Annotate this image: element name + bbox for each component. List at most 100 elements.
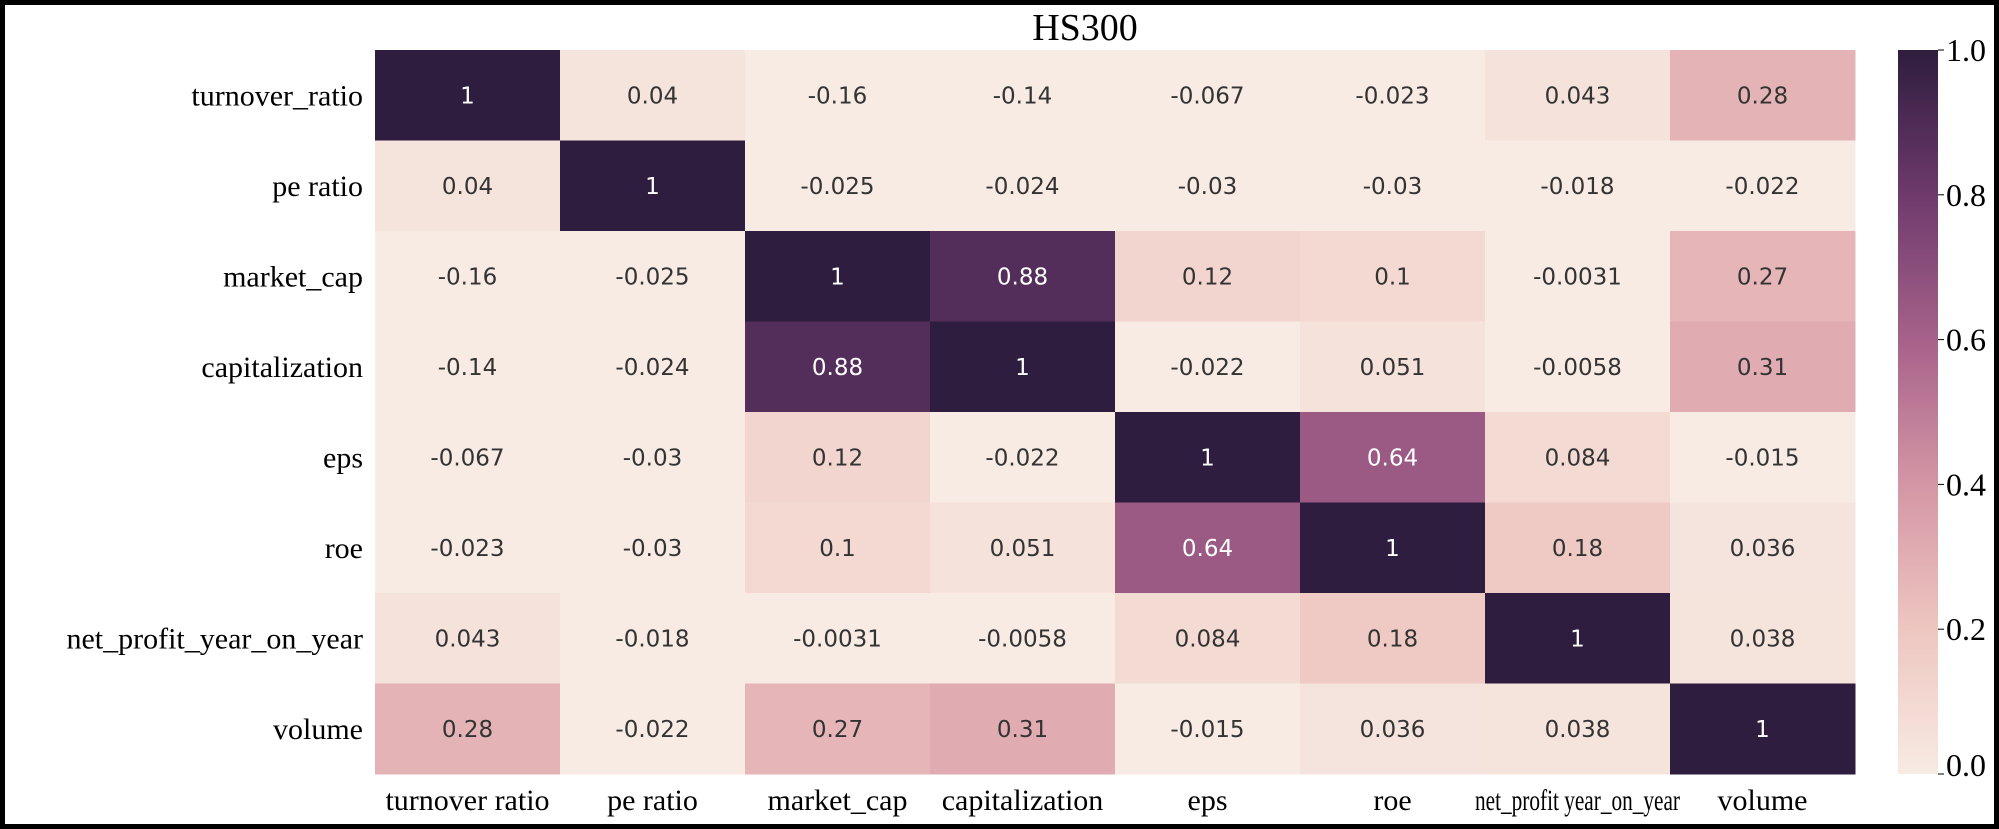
heatmap-cell [1300, 502, 1486, 594]
cell-value-label: 0.036 [1730, 536, 1796, 562]
column-label: volume [1718, 784, 1808, 817]
heatmap-cell [560, 683, 746, 775]
heatmap-cell [375, 231, 561, 322]
heatmap-cell [1300, 593, 1486, 684]
heatmap-cell [1300, 412, 1486, 503]
heatmap-cell [930, 412, 1116, 503]
cell-value-label: 0.043 [1545, 83, 1611, 109]
cell-value-label: 0.043 [435, 626, 501, 652]
cell-value-label: -0.03 [623, 536, 683, 562]
heatmap-cell [1485, 140, 1671, 232]
heatmap-cell [1115, 683, 1301, 775]
cell-value-label: -0.018 [615, 626, 689, 652]
row-label: turnover_ratio [191, 79, 363, 112]
cell-value-label: 0.038 [1730, 626, 1796, 652]
cell-value-label: -0.022 [1170, 355, 1244, 381]
heatmap-cell [1300, 50, 1486, 141]
cell-value-label: 0.88 [997, 264, 1048, 290]
heatmap-cell [560, 502, 746, 594]
heatmap-cell [1115, 412, 1301, 503]
colorbar-tick-label: 0.6 [1946, 322, 1986, 358]
heatmap-cell [1115, 50, 1301, 141]
cell-value-label: -0.0031 [1533, 264, 1622, 290]
colorbar-tick-label: 0.2 [1946, 611, 1986, 647]
heatmap-cell [560, 321, 746, 413]
heatmap-cell [1670, 231, 1856, 322]
cell-value-label: 0.64 [1367, 445, 1418, 471]
row-label: net_profit_year_on_year [66, 622, 363, 655]
heatmap-cell [1670, 321, 1856, 413]
chart-frame: HS300 1 0.04 -0.16 -0.14 -0.067 -0.023 0.043 0.… [5, 5, 1994, 824]
heatmap-cell [745, 412, 931, 503]
cell-value-label: 0.036 [1360, 717, 1426, 743]
heatmap-cell [745, 140, 931, 232]
heatmap-cell [1670, 502, 1856, 594]
cell-value-label: -0.067 [1170, 83, 1244, 109]
cell-value-label: -0.16 [808, 83, 868, 109]
cell-value-label: -0.015 [1725, 445, 1799, 471]
cell-value-label: -0.018 [1540, 174, 1614, 200]
colorbar-gradient [1898, 50, 1938, 774]
heatmap-cell [1300, 231, 1486, 322]
cell-value-label: 1 [645, 174, 660, 200]
cell-value-label: -0.16 [438, 264, 498, 290]
heatmap-cell [1670, 50, 1856, 141]
cell-value-label: -0.0058 [978, 626, 1067, 652]
cell-value-label: 0.12 [812, 445, 863, 471]
cell-value-label: 0.18 [1552, 536, 1603, 562]
heatmap-cell [1115, 502, 1301, 594]
cell-value-label: -0.025 [800, 174, 874, 200]
column-label: turnover ratio [385, 784, 549, 817]
heatmap-cell [1115, 140, 1301, 232]
cell-value-label: 0.1 [819, 536, 856, 562]
cell-value-label: 0.64 [1182, 536, 1233, 562]
cell-value-label: -0.023 [1355, 83, 1429, 109]
cell-value-label: 0.88 [812, 355, 863, 381]
colorbar-tick-label: 1.0 [1946, 32, 1986, 68]
heatmap-cell [375, 50, 561, 141]
heatmap-cell [930, 50, 1116, 141]
heatmap-cell [1485, 502, 1671, 594]
heatmap-cell [560, 231, 746, 322]
cell-value-label: 1 [1385, 536, 1400, 562]
heatmap-chart: HS300 1 0.04 -0.16 -0.14 -0.067 -0.023 0.043 0.… [66, 7, 1986, 817]
cell-value-label: -0.022 [1725, 174, 1799, 200]
cell-value-label: -0.0031 [793, 626, 882, 652]
cell-value-label: 0.084 [1545, 445, 1611, 471]
heatmap-cell [1485, 231, 1671, 322]
cell-value-label: -0.067 [430, 445, 504, 471]
heatmap-cell [1670, 140, 1856, 232]
cell-value-label: 0.1 [1374, 264, 1411, 290]
column-label: pe ratio [607, 784, 698, 817]
heatmap-cell [375, 502, 561, 594]
heatmap-cell [745, 231, 931, 322]
row-label: capitalization [201, 351, 363, 384]
cell-value-label: -0.023 [430, 536, 504, 562]
colorbar-tick-label: 0.4 [1946, 466, 1986, 502]
column-label: roe [1373, 784, 1411, 817]
cell-value-label: 0.28 [1737, 83, 1788, 109]
heatmap-cell [745, 502, 931, 594]
cell-value-label: 0.051 [990, 536, 1056, 562]
heatmap-cell [1485, 593, 1671, 684]
colorbar-tick-label: 0.8 [1946, 177, 1986, 213]
heatmap-cell [375, 683, 561, 775]
cell-value-label: 0.28 [442, 717, 493, 743]
heatmap-cell [1485, 412, 1671, 503]
chart-title: HS300 [1032, 7, 1138, 49]
column-labels: turnover ratio pe ratio market_cap capitali… [385, 784, 1807, 817]
row-label: eps [323, 441, 363, 474]
cell-value-label: -0.03 [623, 445, 683, 471]
cell-value-label: 0.27 [1737, 264, 1788, 290]
column-label: eps [1188, 784, 1228, 817]
heatmap-cell [1300, 321, 1486, 413]
cell-value-label: 0.31 [1737, 355, 1788, 381]
heatmap-cell [1300, 140, 1486, 232]
heatmap-cell [375, 412, 561, 503]
heatmap-cell [375, 593, 561, 684]
colorbar-tick-label: 0.0 [1946, 747, 1986, 783]
cell-value-label: 0.038 [1545, 717, 1611, 743]
heatmap-cell [1485, 683, 1671, 775]
cell-value-label: 0.04 [627, 83, 678, 109]
